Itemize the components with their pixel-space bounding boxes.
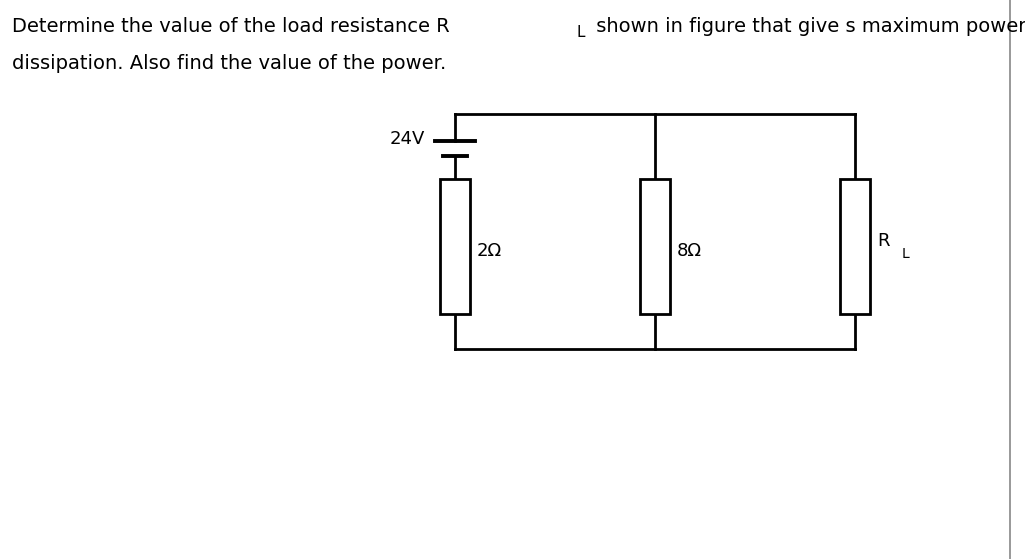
Text: 24V: 24V xyxy=(390,130,425,148)
Text: dissipation. Also find the value of the power.: dissipation. Also find the value of the … xyxy=(12,54,446,73)
Text: Determine the value of the load resistance R: Determine the value of the load resistan… xyxy=(12,17,450,36)
Text: shown in figure that give s maximum power: shown in figure that give s maximum powe… xyxy=(590,17,1025,36)
Bar xyxy=(440,179,470,314)
Text: 8Ω: 8Ω xyxy=(676,243,702,260)
Text: L: L xyxy=(577,25,585,40)
Text: 2Ω: 2Ω xyxy=(477,243,502,260)
Bar xyxy=(640,179,670,314)
Text: L: L xyxy=(902,248,910,262)
Text: R: R xyxy=(877,233,890,250)
Bar xyxy=(840,179,870,314)
